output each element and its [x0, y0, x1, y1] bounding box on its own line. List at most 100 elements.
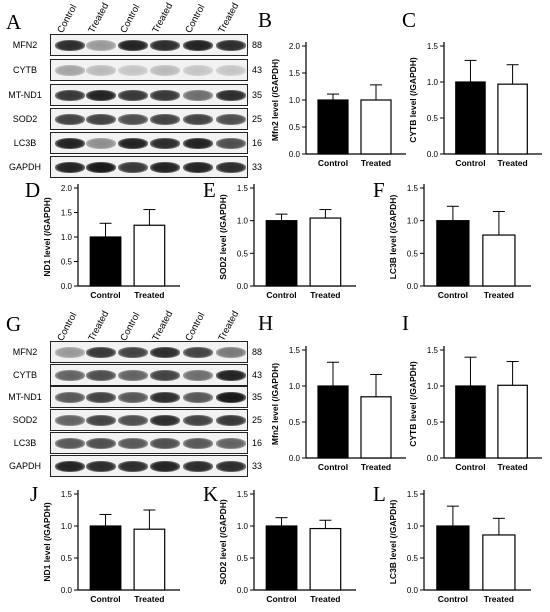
x-tick-label: Control [438, 594, 468, 604]
protein-label: MFN2 [12, 347, 38, 357]
x-tick-label: Treated [484, 594, 514, 604]
y-tick-label: 1.0 [289, 96, 301, 105]
bar-treated [482, 234, 516, 287]
y-tick-label: 0.5 [427, 418, 439, 427]
blot-band [183, 114, 213, 125]
y-tick-label: 0.0 [427, 454, 439, 463]
y-tick-label: 1.5 [237, 490, 249, 499]
y-tick-label: 0.0 [237, 586, 249, 595]
blot-band [150, 162, 180, 173]
y-axis-label: Mfn2 level (/GAPDH) [270, 59, 280, 141]
lane-label-3: Control [118, 2, 143, 35]
x-tick-label: Treated [134, 594, 164, 604]
blot-row-gapdh [50, 455, 248, 477]
lane-label-1: Control [55, 2, 80, 35]
y-tick-label: 0.5 [237, 249, 249, 258]
y-tick-label: 0.5 [289, 123, 301, 132]
y-axis-label: LC3B level (/GAPDH) [388, 195, 398, 280]
blot-band [216, 392, 246, 403]
blot-band [55, 40, 85, 51]
blot-band [86, 370, 116, 381]
y-tick-label: 0.0 [61, 586, 73, 595]
chart-d-nd1: 0.0 0.5 1.0 1.5 2.0 ND1 level (/GAPDH) Control… [42, 184, 180, 300]
bar-control [317, 99, 349, 155]
y-tick-label: 1.0 [61, 522, 73, 531]
panel-letter-k: K [203, 482, 219, 506]
blot-band [183, 90, 213, 101]
blot-band [150, 392, 180, 403]
blot-band [150, 438, 180, 449]
blot-band [118, 90, 148, 101]
panel-letter-l: L [373, 482, 386, 506]
y-tick-label: 1.0 [61, 233, 73, 242]
bar-treated [482, 534, 516, 591]
y-tick-label: 1.5 [289, 69, 301, 78]
y-axis-label: LC3B level (/GAPDH) [388, 500, 398, 585]
y-axis-label: ND1 level (/GAPDH) [42, 502, 52, 582]
blot-band [118, 40, 148, 51]
blot-band [150, 347, 180, 358]
blot-row-sod2 [50, 108, 248, 130]
blot-band [55, 347, 85, 358]
blot-row-lc3b [50, 432, 248, 454]
blot-band [55, 162, 85, 173]
protein-label: SOD2 [12, 114, 38, 124]
blot-band [118, 461, 148, 472]
bar-control [436, 525, 470, 591]
blot-band [55, 138, 85, 149]
blot-band [118, 392, 148, 403]
kda-label: 16 [252, 438, 263, 448]
blot-band [118, 138, 148, 149]
blot-band [86, 461, 116, 472]
y-axis-label: ND1 level (/GAPDH) [42, 197, 52, 277]
panel-letter-c: C [402, 8, 417, 32]
y-tick-label: 1.5 [407, 490, 419, 499]
blot-band [86, 65, 116, 76]
bar-treated [497, 83, 528, 155]
y-tick-label: 0.0 [289, 454, 301, 463]
bar-control [455, 81, 486, 155]
x-tick-label: Treated [310, 594, 340, 604]
blot-row-sod2 [50, 409, 248, 431]
lane-label-4: Treated [150, 1, 176, 36]
blot-band [86, 90, 116, 101]
blot-row-lc3b [50, 132, 248, 154]
x-tick-label: Treated [310, 290, 340, 300]
protein-label: GAPDH [8, 162, 41, 172]
kda-label: 43 [252, 370, 263, 380]
blot-band [183, 162, 213, 173]
chart-f-lc3b: 0.0 0.5 1.0 1.5 LC3B level (/GAPDH) Control Tr… [388, 184, 531, 300]
blot-row-mt-nd1 [50, 84, 248, 106]
bar-treated [133, 528, 166, 591]
x-tick-label: Treated [134, 290, 164, 300]
x-tick-label: Control [266, 594, 296, 604]
y-tick-label: 1.5 [289, 346, 301, 355]
kda-label: 88 [252, 40, 263, 50]
bar-control [89, 525, 122, 591]
blot-band [216, 65, 246, 76]
y-tick-label: 1.0 [237, 217, 249, 226]
blot-row-mfn2 [50, 34, 248, 56]
x-tick-label: Control [90, 290, 120, 300]
x-tick-label: Treated [497, 462, 527, 472]
bar-control [455, 385, 486, 459]
blot-band [55, 114, 85, 125]
y-tick-label: 1.5 [237, 184, 249, 193]
panel-letter-g: G [6, 312, 22, 336]
y-tick-label: 1.0 [427, 382, 439, 391]
blot-row-gapdh [50, 156, 248, 178]
lane-label-3: Control [118, 310, 143, 343]
x-tick-label: Treated [361, 462, 391, 472]
protein-label: CYTB [12, 65, 37, 75]
lane-label-6: Treated [216, 309, 242, 343]
panel-letter-d: D [25, 178, 41, 202]
y-tick-label: 1.5 [61, 209, 73, 218]
blot-band [86, 138, 116, 149]
chart-j-nd1: 0.0 0.5 1.0 1.5 ND1 level (/GAPDH) Control Tre… [42, 490, 180, 604]
y-axis-label: CYTB level (/GAPDH) [408, 361, 418, 447]
blot-band [150, 415, 180, 426]
y-tick-label: 0.0 [237, 282, 249, 291]
blot-band [216, 415, 246, 426]
kda-label: 33 [252, 461, 263, 471]
protein-label: LC3B [13, 138, 37, 148]
